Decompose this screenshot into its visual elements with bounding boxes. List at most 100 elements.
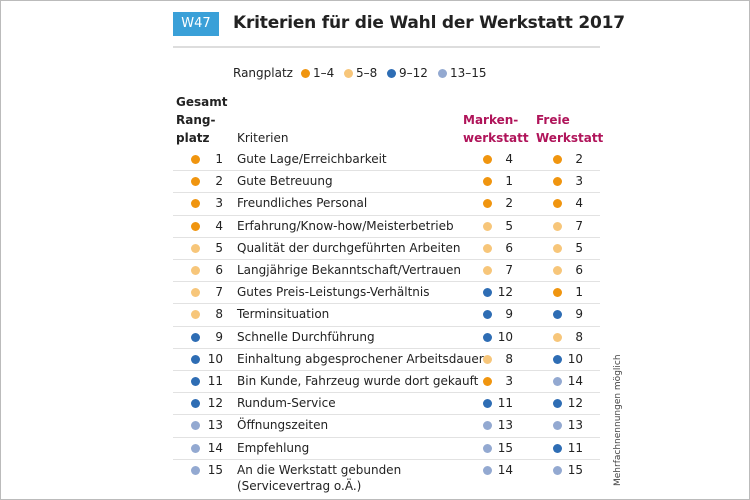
rank-number: 11	[207, 374, 223, 388]
rank-dot	[191, 199, 200, 209]
row-separator	[173, 214, 600, 216]
row-separator	[173, 414, 600, 416]
rank-dot	[483, 465, 492, 475]
rank-dot	[191, 332, 200, 342]
row-separator	[173, 192, 600, 194]
column-header: Freie Werkstatt	[536, 113, 604, 145]
rank-dot	[483, 332, 492, 342]
title-rule	[173, 46, 600, 48]
legend-item: 9–12	[399, 66, 428, 80]
rank-number: 9	[575, 307, 583, 322]
rank-number: 12	[207, 396, 223, 411]
rank-number: 8	[505, 351, 513, 366]
legend-item: 1–4	[313, 66, 335, 80]
criterion: Schnelle Durchführung	[237, 329, 375, 344]
rank-number: 15	[497, 440, 513, 455]
rank-number: 15	[567, 462, 583, 477]
rank-number: 8	[215, 307, 223, 322]
rank-number: 5	[505, 218, 513, 233]
rank-dot	[553, 221, 562, 231]
rank-number: 7	[505, 263, 513, 277]
rank-dot	[191, 465, 200, 475]
criterion: Bin Kunde, Fahrzeug wurde dort gekauft	[237, 374, 479, 388]
column-header: Marken- werkstatt	[463, 113, 529, 145]
criterion: Gute Lage/Erreichbarkeit	[237, 152, 387, 166]
rank-number: 15	[207, 462, 223, 477]
rank-dot	[191, 177, 200, 187]
rank-dot	[553, 377, 562, 386]
rank-dot	[483, 377, 492, 386]
row-separator	[173, 347, 600, 349]
rank-number: 4	[505, 152, 513, 166]
rank-number: 2	[505, 196, 513, 211]
criterion: Gute Betreuung	[237, 174, 333, 189]
criterion: Terminsituation	[237, 307, 330, 322]
legend-item: 13–15	[450, 66, 487, 80]
rank-number: 3	[575, 174, 583, 189]
rank-number: 4	[215, 218, 223, 233]
rank-dot	[553, 243, 562, 253]
rank-number: 14	[497, 462, 513, 477]
rank-dot	[483, 421, 492, 431]
rank-dot	[553, 443, 562, 453]
rank-number: 11	[497, 396, 513, 411]
legend-dot	[344, 69, 353, 78]
row-separator	[173, 236, 600, 238]
legend-label: Rangplatz	[233, 66, 293, 80]
rank-dot	[483, 354, 492, 364]
rank-number: 6	[215, 263, 223, 277]
rank-dot	[191, 421, 200, 431]
rank-dot	[191, 377, 200, 386]
criterion: Rundum-Service	[237, 396, 336, 411]
rank-number: 13	[207, 418, 223, 433]
rank-dot	[483, 221, 492, 231]
rank-dot	[483, 243, 492, 253]
rank-number: 13	[567, 418, 583, 433]
criterion: Einhaltung abgesprochener Arbeitsdauer	[237, 351, 484, 366]
rank-number: 7	[575, 218, 583, 233]
column-header: Kriterien	[237, 131, 289, 145]
rank-number: 12	[497, 285, 513, 300]
rank-number: 13	[497, 418, 513, 433]
rank-dot	[191, 221, 200, 231]
criterion: Freundliches Personal	[237, 196, 368, 211]
rank-number: 8	[575, 329, 583, 344]
rank-number: 1	[505, 174, 513, 189]
rank-dot	[483, 155, 492, 164]
criterion: Qualität der durchgeführten Arbeiten	[237, 240, 461, 255]
criterion: Öffnungszeiten	[237, 418, 329, 433]
legend-dot	[438, 69, 447, 78]
rank-dot	[483, 443, 492, 453]
rank-dot	[483, 288, 492, 298]
criterion: Erfahrung/Know-how/Meisterbetrieb	[237, 218, 454, 233]
row-separator	[173, 325, 600, 327]
legend-item: 5–8	[356, 66, 378, 80]
badge: W47	[173, 12, 219, 36]
rank-dot	[191, 443, 200, 453]
rank-dot	[191, 288, 200, 298]
rank-dot	[483, 199, 492, 209]
rank-dot	[553, 399, 562, 409]
rank-number: 14	[207, 440, 223, 455]
criterion: Empfehlung	[237, 440, 310, 455]
rank-dot	[191, 243, 200, 253]
rank-number: 3	[215, 196, 223, 211]
rank-number: 10	[207, 351, 223, 366]
rank-dot	[191, 399, 200, 409]
legend-dot	[387, 69, 396, 78]
rank-number: 10	[497, 329, 513, 344]
rank-dot	[553, 465, 562, 475]
rank-dot	[191, 155, 200, 164]
rank-number: 9	[215, 329, 223, 344]
rank-dot	[553, 310, 562, 320]
rank-dot	[553, 332, 562, 342]
column-header: Gesamt Rang- platz	[176, 95, 228, 145]
row-separator	[173, 170, 600, 172]
rank-number: 2	[575, 152, 583, 166]
row-separator	[173, 436, 600, 438]
row-separator	[173, 281, 600, 283]
criterion: Gutes Preis-Leistungs-Verhältnis	[237, 285, 430, 300]
row-separator	[173, 259, 600, 260]
rank-number: 1	[215, 152, 223, 166]
